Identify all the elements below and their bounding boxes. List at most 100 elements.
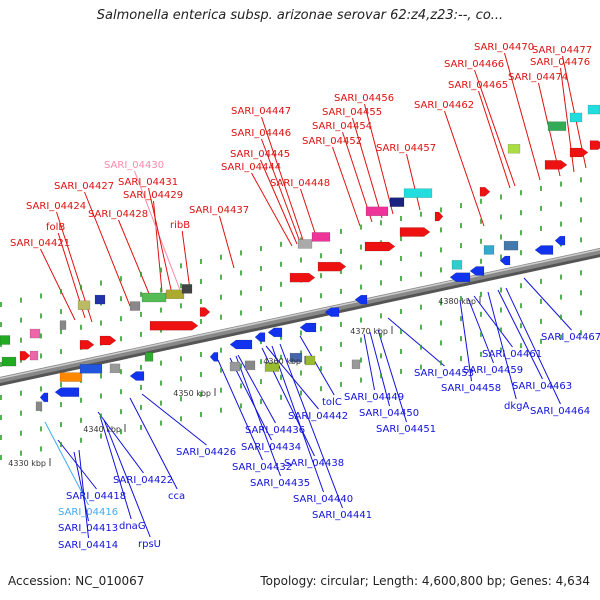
guide-dot [520,343,522,349]
forward-gene-label-SARI_04444: SARI_04444 [221,162,281,173]
feature-box [29,328,41,339]
forward-gene-arrow [149,321,199,331]
guide-dot [60,349,62,355]
guide-dot [220,367,222,373]
reverse-gene-arrow [469,266,485,276]
forward-gene-arrow [399,227,431,237]
reverse-gene-label-rpsU: rpsU [138,539,161,550]
guide-track-6 [0,310,582,440]
guide-dot [580,310,582,316]
guide-dot [220,407,222,413]
map-title: Salmonella enterica subsp. arizonae sero… [96,8,504,23]
guide-dot [380,313,382,319]
guide-dot [520,303,522,309]
guide-dot [80,284,82,290]
guide-dot [460,356,462,362]
feature-box [351,359,361,370]
guide-dot [0,362,2,367]
tick-label: 4370 kbp [350,327,388,336]
reverse-gene-label-SARI_04438: SARI_04438 [284,458,344,469]
guide-dot [200,279,202,284]
guide-dot [260,379,262,385]
guide-dot [580,270,582,276]
forward-gene-label-SARI_04466: SARI_04466 [444,59,504,70]
guide-dot [580,217,582,223]
feature-box [547,121,567,131]
leader-line-SARI_04464 [505,287,561,405]
guide-dot [60,309,62,315]
feature-box [311,232,331,242]
guide-dot [180,263,182,269]
guide-dot [200,352,202,357]
guide-dot [460,296,462,302]
guide-dot [580,177,582,183]
guide-dot [260,306,262,312]
guide-dot [360,337,362,343]
guide-dot [140,331,142,337]
guide-dot [40,386,42,392]
guide-dot [440,340,442,346]
guide-dot [440,227,442,233]
guide-dot [340,381,342,387]
feature-box [507,144,521,154]
guide-dot [280,394,282,400]
reverse-gene-label-SARI_04467: SARI_04467 [541,332,600,343]
feature-box [0,335,11,345]
guide-dot [540,278,542,284]
leader-line-SARI_04426 [141,393,207,446]
guide-dot [340,248,342,254]
leader-line-tolC [299,335,335,396]
leader-line-SARI_04414 [78,449,89,539]
guide-dot [320,253,322,259]
guide-dot [200,259,202,264]
reverse-gene-label-SARI_04418: SARI_04418 [66,491,126,502]
guide-dot [0,415,2,420]
backbone-highlight [0,248,600,380]
leader-line-rpsU [103,419,151,538]
guide-dot [360,224,362,230]
guide-dot [440,360,442,366]
guide-dot [480,198,482,204]
guide-dot [220,274,222,280]
forward-gene-label-SARI_04462: SARI_04462 [414,100,474,111]
reverse-gene-arrow [209,352,219,362]
leader-line-SARI_04455 [352,117,383,219]
guide-dot [220,347,222,353]
forward-gene-label-SARI_04465: SARI_04465 [448,80,508,91]
guide-dot [420,251,422,257]
guide-dot [360,357,362,363]
guide-dot [240,363,242,369]
reverse-gene-label-SARI_04414: SARI_04414 [58,540,118,551]
guide-dot [400,256,402,261]
guide-dot [240,290,242,296]
forward-gene-label-SARI_04431: SARI_04431 [118,177,178,188]
guide-dot [500,234,502,240]
leader-line-SARI_04466 [474,69,516,187]
guide-track-7 [0,330,582,460]
guide-dot [500,214,502,220]
leader-line-SARI_04458 [459,299,472,382]
guide-dot [20,390,22,396]
guide-dot [180,396,182,402]
forward-gene-label-SARI_04437: SARI_04437 [189,205,249,216]
leader-line-SARI_04421 [40,248,76,321]
reverse-gene-label-SARI_04458: SARI_04458 [441,383,501,394]
feature-box [451,260,463,270]
accession-label: Accession: NC_010067 [8,574,145,588]
reverse-gene-label-SARI_04432: SARI_04432 [232,462,292,473]
guide-dot [200,319,202,324]
guide-dot [0,435,2,440]
leader-line-SARI_04459 [467,297,494,364]
feature-box [297,239,313,249]
leader-line-SARI_04451 [377,329,407,423]
feature-box [141,292,167,303]
guide-dot [480,311,482,317]
guide-dot [400,349,402,354]
reverse-gene-arrow [499,255,511,266]
guide-dot [200,412,202,417]
guide-dot [380,333,382,339]
guide-dot [80,397,82,403]
forward-gene-label-SARI_04476: SARI_04476 [530,57,590,68]
guide-dot [340,321,342,327]
